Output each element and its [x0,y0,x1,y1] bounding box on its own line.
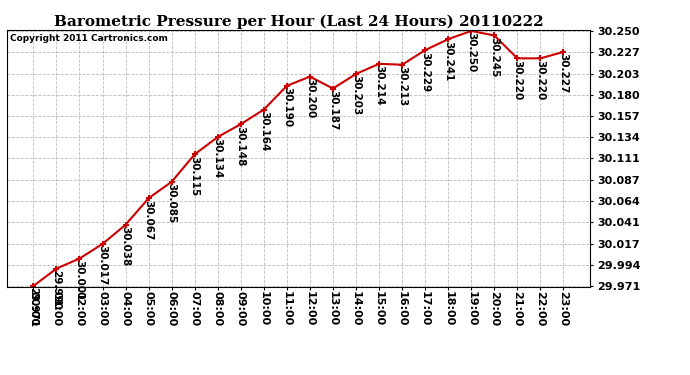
Text: 30.187: 30.187 [328,90,338,130]
Text: 30.085: 30.085 [167,183,177,224]
Text: 30.227: 30.227 [558,53,569,94]
Text: 30.017: 30.017 [97,245,108,286]
Text: 30.067: 30.067 [144,200,154,240]
Title: Barometric Pressure per Hour (Last 24 Hours) 20110222: Barometric Pressure per Hour (Last 24 Ho… [54,15,543,29]
Text: 30.148: 30.148 [236,126,246,166]
Text: 30.164: 30.164 [259,111,269,151]
Text: 30.241: 30.241 [443,40,453,81]
Text: 30.245: 30.245 [489,37,500,77]
Text: 30.115: 30.115 [190,156,199,196]
Text: 30.213: 30.213 [397,66,407,106]
Text: 30.250: 30.250 [466,32,476,72]
Text: Copyright 2011 Cartronics.com: Copyright 2011 Cartronics.com [10,34,168,43]
Text: 30.203: 30.203 [351,75,361,116]
Text: 30.220: 30.220 [513,60,522,100]
Text: 30.038: 30.038 [121,226,130,266]
Text: 30.220: 30.220 [535,60,545,100]
Text: 30.229: 30.229 [420,51,430,92]
Text: 30.001: 30.001 [75,260,84,300]
Text: 30.190: 30.190 [282,87,292,127]
Text: 30.134: 30.134 [213,138,223,179]
Text: 29.990: 29.990 [52,270,61,310]
Text: 29.971: 29.971 [28,287,39,327]
Text: 30.200: 30.200 [305,78,315,118]
Text: 30.214: 30.214 [374,65,384,106]
